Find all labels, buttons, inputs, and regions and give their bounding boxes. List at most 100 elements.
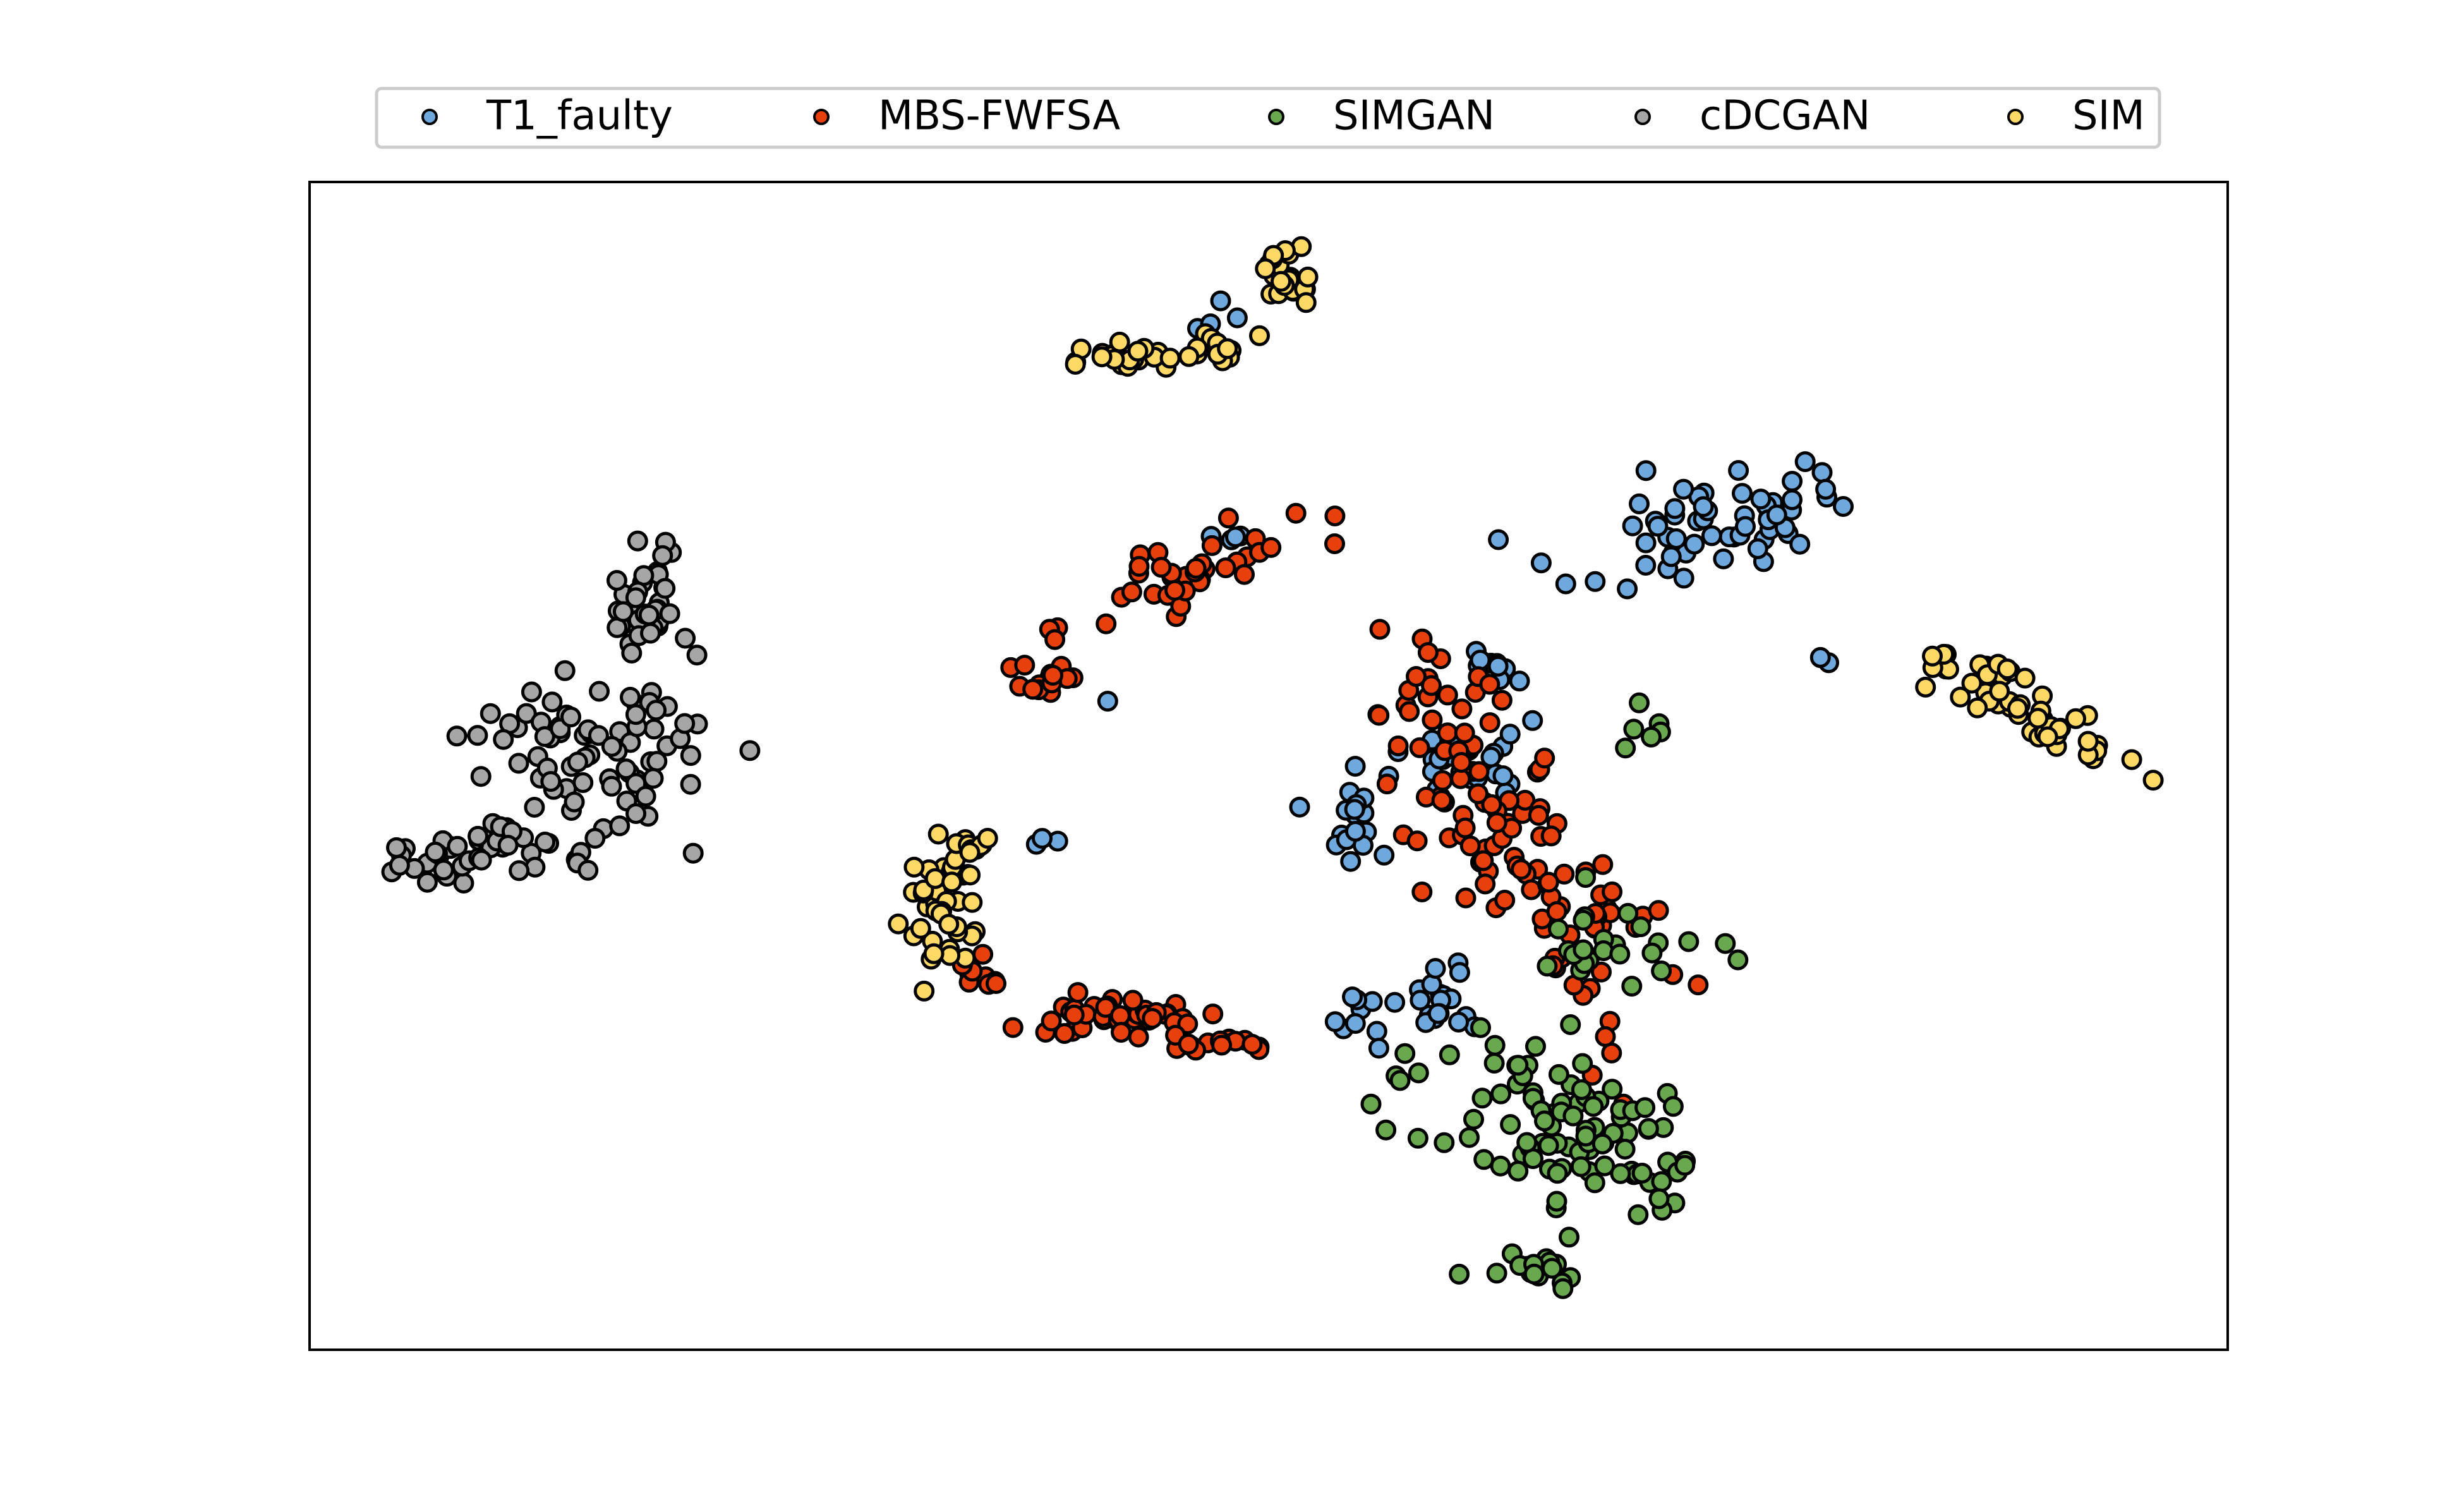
data-point bbox=[640, 622, 661, 644]
data-point bbox=[620, 686, 641, 708]
data-point bbox=[416, 871, 438, 893]
data-point bbox=[739, 740, 761, 761]
data-point bbox=[1439, 1044, 1460, 1065]
data-point bbox=[497, 835, 519, 856]
data-point bbox=[2142, 770, 2164, 791]
data-point bbox=[1374, 844, 1395, 866]
data-point bbox=[1470, 650, 1491, 671]
data-point bbox=[1614, 1139, 1636, 1160]
data-point bbox=[1537, 955, 1558, 977]
data-point bbox=[1483, 1052, 1505, 1074]
data-point bbox=[1610, 1163, 1631, 1184]
data-point bbox=[1091, 346, 1113, 368]
data-point bbox=[1530, 552, 1552, 574]
data-point bbox=[1042, 665, 1063, 686]
data-point bbox=[1570, 1156, 1591, 1177]
data-point bbox=[577, 859, 599, 881]
data-point bbox=[1473, 1149, 1495, 1170]
data-point bbox=[1484, 1034, 1506, 1056]
data-point bbox=[1660, 546, 1682, 567]
data-point bbox=[1638, 1118, 1659, 1139]
data-point bbox=[1629, 493, 1650, 514]
data-point bbox=[1360, 1093, 1382, 1115]
data-point bbox=[1494, 890, 1516, 911]
data-point bbox=[1185, 557, 1207, 579]
data-point bbox=[1789, 533, 1811, 555]
data-point bbox=[1538, 1135, 1559, 1156]
data-point bbox=[1641, 942, 1663, 964]
data-point bbox=[1486, 1263, 1507, 1284]
data-point bbox=[612, 601, 634, 622]
data-point bbox=[1664, 498, 1686, 519]
series-cdcgan bbox=[381, 530, 761, 894]
data-point bbox=[1437, 684, 1458, 706]
data-point bbox=[1583, 1096, 1604, 1117]
data-point bbox=[1585, 571, 1606, 592]
data-point bbox=[1630, 916, 1652, 938]
data-point bbox=[1573, 939, 1594, 961]
data-point bbox=[554, 660, 576, 681]
data-point bbox=[1715, 933, 1736, 954]
data-point bbox=[923, 943, 945, 964]
data-point bbox=[609, 815, 631, 837]
data-point bbox=[1432, 770, 1453, 791]
data-point bbox=[1617, 578, 1638, 600]
data-point bbox=[1794, 451, 1816, 473]
data-point bbox=[962, 892, 983, 913]
data-point bbox=[1406, 666, 1427, 687]
data-point bbox=[1648, 900, 1669, 921]
data-point bbox=[1915, 676, 1936, 698]
data-point bbox=[1399, 701, 1420, 722]
data-point bbox=[1674, 1154, 1696, 1176]
data-point bbox=[1507, 1160, 1529, 1182]
data-point bbox=[635, 785, 656, 807]
data-point bbox=[1562, 1105, 1584, 1127]
data-point bbox=[1449, 1263, 1470, 1285]
data-point bbox=[471, 849, 492, 871]
data-point bbox=[1623, 718, 1645, 740]
data-point bbox=[1641, 726, 1662, 748]
data-point bbox=[1289, 796, 1310, 818]
data-point bbox=[1225, 526, 1246, 548]
data-point bbox=[1554, 863, 1575, 885]
data-point bbox=[1067, 982, 1089, 1003]
data-point bbox=[1487, 655, 1509, 677]
legend-marker bbox=[1268, 109, 1284, 125]
data-point bbox=[1417, 642, 1439, 664]
data-point bbox=[1431, 790, 1452, 811]
data-point bbox=[1647, 516, 1669, 537]
data-point bbox=[564, 791, 585, 813]
data-point bbox=[1468, 761, 1490, 782]
data-point bbox=[1425, 958, 1446, 979]
legend-item-mbs-fwfsa: MBS-FWFSA bbox=[813, 93, 1120, 140]
data-point bbox=[643, 718, 665, 740]
data-point bbox=[1492, 765, 1514, 787]
data-point bbox=[1409, 737, 1430, 758]
legend-label: cDCGAN bbox=[1700, 93, 1870, 140]
data-point bbox=[652, 545, 673, 566]
data-point bbox=[453, 873, 474, 894]
legend-label: SIM bbox=[2072, 93, 2145, 140]
data-point bbox=[1471, 1088, 1493, 1109]
data-point bbox=[1922, 645, 1943, 667]
data-point bbox=[1486, 812, 1507, 833]
data-point bbox=[1701, 525, 1722, 547]
legend-marker bbox=[1634, 109, 1651, 125]
data-point bbox=[386, 837, 407, 858]
legend-item-simgan: SIMGAN bbox=[1268, 93, 1495, 140]
data-point bbox=[1109, 331, 1130, 353]
data-point bbox=[1591, 1133, 1613, 1154]
data-point bbox=[938, 914, 960, 935]
data-point bbox=[1407, 1127, 1428, 1149]
data-point bbox=[1602, 881, 1623, 902]
data-point bbox=[1342, 986, 1363, 1008]
data-point bbox=[540, 771, 562, 792]
data-point bbox=[1809, 646, 1831, 668]
data-point bbox=[1573, 909, 1594, 931]
data-point bbox=[1473, 850, 1494, 871]
data-point bbox=[446, 725, 468, 747]
data-point bbox=[1122, 990, 1144, 1011]
data-point bbox=[1271, 270, 1291, 292]
data-point bbox=[467, 725, 488, 746]
